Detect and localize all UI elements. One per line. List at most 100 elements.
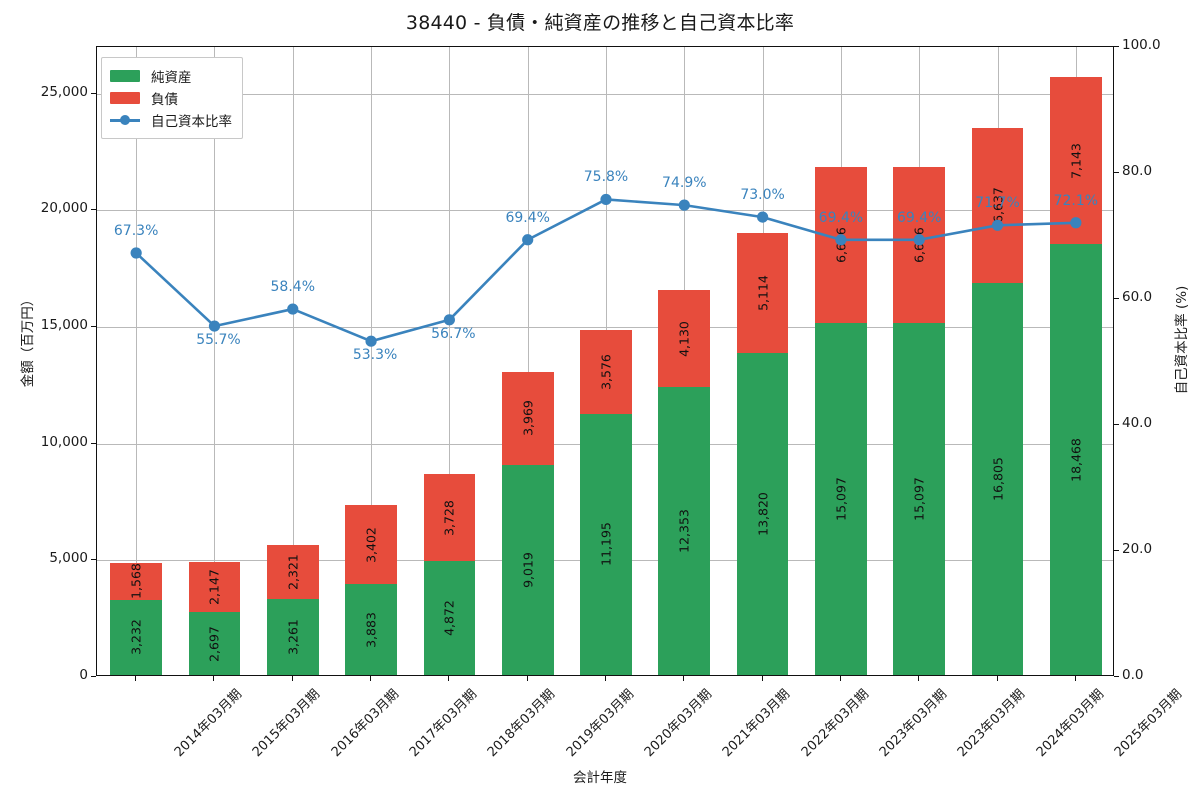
equity-ratio-marker[interactable]	[1070, 217, 1082, 229]
equity-ratio-marker[interactable]	[522, 234, 534, 246]
equity-ratio-marker[interactable]	[913, 234, 925, 246]
equity-ratio-value-label: 53.3%	[352, 347, 398, 364]
bar-segment-equity[interactable]: 2,697	[188, 612, 241, 675]
x-tickmark	[761, 676, 763, 681]
bar-segment-liabilities[interactable]: 2,147	[188, 561, 241, 613]
bar-segment-equity[interactable]: 4,872	[423, 561, 476, 675]
bar-segment-liabilities[interactable]: 1,568	[110, 563, 162, 600]
equity-ratio-value-label: 69.4%	[896, 209, 942, 226]
y-tickmark-right	[1114, 298, 1119, 299]
equity-ratio-marker[interactable]	[991, 219, 1004, 231]
bar-segment-equity[interactable]: 3,883	[345, 584, 397, 675]
equity-ratio-value-label: 56.7%	[431, 325, 476, 342]
equity-ratio-marker[interactable]	[365, 335, 377, 347]
equity-ratio-marker[interactable]	[757, 211, 769, 223]
bar-segment-liabilities[interactable]: 3,969	[501, 371, 554, 465]
plot-area: 3,232 1,568 2,697 2,147 3,261 2,321 3,883 3,402…	[96, 46, 1114, 676]
bar-group[interactable]: 16,805 6,637	[971, 45, 1024, 675]
x-tick-label: 2018年03月期	[485, 686, 559, 761]
equity-ratio-line	[130, 193, 1082, 347]
y-tick-label-right: 60.0	[1122, 289, 1153, 305]
bar-group[interactable]: 3,261 2,321	[266, 45, 319, 675]
x-axis-label: 会計年度	[573, 770, 627, 786]
x-tickmark	[135, 676, 137, 681]
gridline-vertical	[214, 47, 216, 675]
bar-segment-liabilities[interactable]: 6,637	[971, 128, 1024, 283]
bar-group[interactable]: 13,820 5,114	[736, 45, 789, 675]
bar-segment-liabilities[interactable]: 7,143	[1050, 77, 1102, 245]
equity-ratio-marker[interactable]	[600, 193, 612, 206]
bar-group[interactable]: 3,232 1,568	[110, 45, 162, 675]
bar-segment-equity[interactable]: 3,232	[110, 599, 162, 675]
bar-group[interactable]: 9,019 3,969	[501, 45, 554, 675]
x-tickmark	[839, 676, 841, 681]
x-tickmark	[213, 676, 215, 681]
equity-ratio-marker[interactable]	[835, 234, 847, 246]
x-tick-label: 2023年03月期	[876, 686, 950, 761]
bar-segment-liabilities[interactable]: 3,576	[580, 330, 632, 414]
bar-segment-equity[interactable]: 15,097	[815, 322, 867, 675]
y-tickmark-left	[91, 209, 96, 211]
bar-group[interactable]: 3,883 3,402	[345, 45, 397, 675]
x-tick-label: 2017年03月期	[406, 686, 481, 761]
y-tick-label-right: 20.0	[1122, 541, 1153, 557]
x-tickmark	[526, 676, 528, 681]
bar-segment-liabilities[interactable]: 4,130	[658, 290, 711, 387]
bar-group[interactable]: 11,195 3,576	[580, 45, 632, 675]
bar-segment-equity[interactable]: 11,195	[580, 413, 632, 675]
bar-segment-equity[interactable]: 18,468	[1050, 244, 1102, 675]
equity-ratio-value-label: 55.7%	[196, 332, 241, 349]
bar-group[interactable]: 4,872 3,728	[423, 45, 476, 675]
equity-ratio-value-label: 67.3%	[113, 223, 159, 239]
legend-item-equity-ratio: 自己資本比率	[110, 109, 232, 131]
y-tickmark-left	[91, 326, 96, 327]
bar-segment-liabilities[interactable]: 5,114	[736, 233, 789, 353]
gridline-horizontal	[97, 93, 1113, 95]
y-tickmark-left	[91, 442, 96, 444]
bar-segment-equity[interactable]: 9,019	[501, 464, 554, 675]
bar-segment-liabilities[interactable]: 3,402	[345, 505, 397, 585]
equity-ratio-value-label: 73.0%	[740, 187, 785, 204]
x-tickmark	[605, 676, 606, 681]
bar-segment-liabilities[interactable]: 2,321	[266, 544, 319, 599]
bar-segment-equity[interactable]: 16,805	[971, 282, 1024, 675]
bar-group[interactable]: 15,0976,656	[815, 45, 867, 675]
gridline-vertical	[136, 47, 138, 675]
x-tickmark	[291, 676, 293, 681]
equity-ratio-marker[interactable]	[678, 199, 690, 211]
x-tickmark	[683, 676, 685, 681]
y-tick-label-left: 10,000	[40, 433, 88, 450]
gridline-vertical	[527, 47, 529, 675]
gridline-vertical	[371, 47, 373, 675]
chart-legend: 純資産 負債 自己資本比率	[101, 57, 243, 139]
bar-group[interactable]: 12,353 4,130	[658, 45, 711, 675]
y-tickmark-right	[1114, 676, 1119, 677]
y-tickmark-right	[1114, 550, 1119, 551]
y-tick-label-right: 0.0	[1122, 667, 1144, 683]
gridline-horizontal	[97, 210, 1113, 212]
y-tick-label-left: 25,000	[40, 83, 88, 100]
equity-ratio-marker[interactable]	[287, 303, 299, 315]
y-tickmark-left	[91, 676, 96, 677]
bar-segment-liabilities[interactable]: 3,728	[423, 474, 476, 562]
bar-segment-equity[interactable]: 13,820	[736, 352, 789, 675]
gridline-horizontal	[97, 327, 1113, 328]
x-tick-label: 2016年03月期	[328, 686, 402, 761]
legend-item-equity: 純資産	[110, 65, 232, 87]
bar-segment-equity[interactable]: 12,353	[658, 386, 711, 675]
x-tick-label: 2020年03月期	[641, 686, 716, 761]
gridline-vertical	[292, 47, 294, 675]
x-tickmark	[370, 676, 372, 681]
equity-ratio-marker[interactable]	[443, 314, 455, 326]
equity-ratio-marker[interactable]	[208, 320, 221, 332]
bar-segment-equity[interactable]: 15,097	[893, 322, 946, 675]
legend-item-liabilities: 負債	[110, 87, 232, 109]
chart-title: 38440 - 負債・純資産の推移と自己資本比率	[405, 12, 795, 34]
bar-segment-equity[interactable]: 3,261	[266, 598, 319, 675]
equity-ratio-marker[interactable]	[130, 247, 142, 259]
bar-group[interactable]: 18,468 7,143	[1050, 45, 1102, 675]
equity-ratio-value-label: 74.9%	[662, 175, 707, 192]
x-tick-label: 2019年03月期	[563, 686, 637, 761]
bar-group[interactable]: 2,697 2,147	[188, 45, 241, 675]
